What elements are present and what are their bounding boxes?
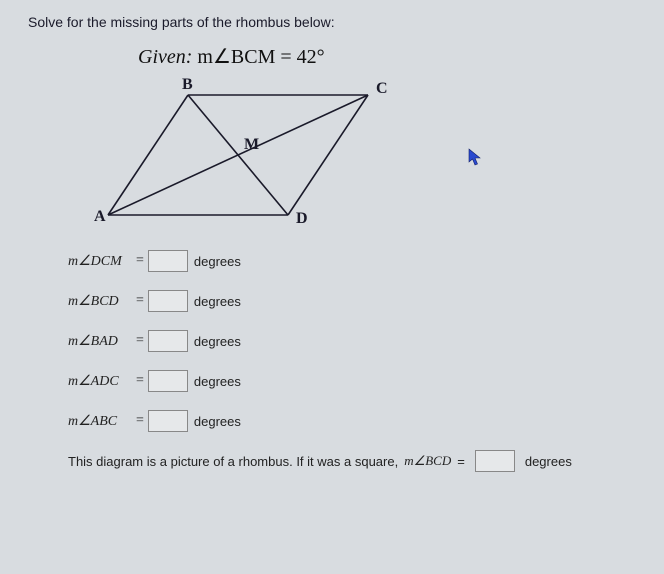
angle-label: m∠BAD [68,333,132,350]
equals-sign: = [136,333,144,349]
answer-row: m∠BAD= degrees [68,330,644,352]
footer-answer-input[interactable] [475,450,515,472]
page-title: Solve for the missing parts of the rhomb… [28,14,644,30]
rhombus-diagram: A B C D M [88,75,644,240]
answer-row: m∠ADC= degrees [68,370,644,392]
equals-sign: = [136,253,144,269]
answer-input[interactable] [148,250,188,272]
footer-unit: degrees [525,454,572,469]
answer-input[interactable] [148,370,188,392]
svg-text:D: D [296,210,308,227]
answer-input[interactable] [148,410,188,432]
equals-sign: = [136,293,144,309]
given-expression: m∠BCM = 42° [197,46,324,68]
footer-equals: = [457,454,465,469]
answer-row: m∠DCM= degrees [68,250,644,272]
answer-input[interactable] [148,330,188,352]
footer-text: This diagram is a picture of a rhombus. … [68,454,398,469]
footer-question: This diagram is a picture of a rhombus. … [68,450,644,472]
angle-label: m∠ABC [68,413,132,430]
answer-row: m∠BCD= degrees [68,290,644,312]
unit-label: degrees [194,334,241,349]
footer-expression: m∠BCD [404,453,451,469]
worksheet-page: Solve for the missing parts of the rhomb… [0,0,664,486]
svg-text:C: C [376,80,388,97]
equals-sign: = [136,373,144,389]
given-prefix: Given: [138,46,197,68]
answer-row: m∠ABC= degrees [68,410,644,432]
given-line: Given: m∠BCM = 42° [138,44,644,69]
answer-input[interactable] [148,290,188,312]
answers-list: m∠DCM=degreesm∠BCD=degreesm∠BAD=degreesm… [68,250,644,432]
unit-label: degrees [194,294,241,309]
unit-label: degrees [194,414,241,429]
diagram-svg: A B C D M [88,75,388,235]
svg-text:B: B [182,76,193,93]
unit-label: degrees [194,374,241,389]
equals-sign: = [136,413,144,429]
angle-label: m∠ADC [68,373,132,390]
svg-text:A: A [94,208,106,225]
angle-label: m∠DCM [68,253,132,270]
svg-text:M: M [244,136,259,153]
angle-label: m∠BCD [68,293,132,310]
unit-label: degrees [194,254,241,269]
